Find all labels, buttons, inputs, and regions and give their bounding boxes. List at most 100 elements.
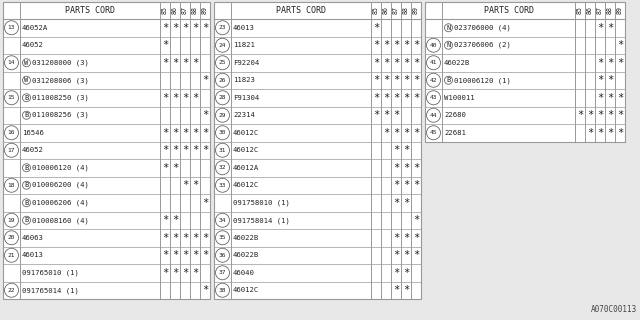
Text: 22681: 22681 xyxy=(444,130,466,136)
Text: B: B xyxy=(24,165,29,171)
Text: *: * xyxy=(192,93,198,103)
Text: *: * xyxy=(172,23,178,33)
Text: 19: 19 xyxy=(8,218,15,223)
Text: 091758010 (1): 091758010 (1) xyxy=(233,199,290,206)
Text: *: * xyxy=(403,233,409,243)
Text: *: * xyxy=(393,93,399,103)
Text: 30: 30 xyxy=(219,130,227,135)
Text: 46013: 46013 xyxy=(233,25,255,31)
Text: N: N xyxy=(446,25,451,31)
Text: 46022B: 46022B xyxy=(233,235,259,241)
Text: *: * xyxy=(192,180,198,190)
Text: *: * xyxy=(413,75,419,85)
Text: *: * xyxy=(413,180,419,190)
Text: *: * xyxy=(393,198,399,208)
Text: *: * xyxy=(597,58,603,68)
Text: 22680: 22680 xyxy=(444,112,466,118)
Text: 89: 89 xyxy=(202,6,208,14)
Text: N: N xyxy=(446,42,451,48)
Text: 88: 88 xyxy=(192,6,198,14)
Text: *: * xyxy=(413,58,419,68)
Text: *: * xyxy=(172,93,178,103)
Text: *: * xyxy=(162,215,168,225)
Text: *: * xyxy=(192,268,198,278)
Text: *: * xyxy=(393,40,399,50)
Text: *: * xyxy=(393,110,399,120)
Text: *: * xyxy=(182,58,188,68)
Text: 32: 32 xyxy=(219,165,227,170)
Text: *: * xyxy=(393,145,399,155)
Text: 16546: 16546 xyxy=(22,130,44,136)
Text: PARTS CORD: PARTS CORD xyxy=(276,6,326,15)
Text: *: * xyxy=(413,163,419,173)
Text: 23: 23 xyxy=(219,25,227,30)
Text: *: * xyxy=(202,233,208,243)
Text: 87: 87 xyxy=(597,6,603,14)
Text: 031208000 (3): 031208000 (3) xyxy=(31,60,88,66)
Text: *: * xyxy=(587,128,593,138)
Text: *: * xyxy=(607,75,613,85)
Text: *: * xyxy=(162,163,168,173)
Text: 46063: 46063 xyxy=(22,235,44,241)
Text: 023706006 (2): 023706006 (2) xyxy=(454,42,510,49)
Text: *: * xyxy=(587,110,593,120)
Text: 28: 28 xyxy=(219,95,227,100)
Text: 011008250 (3): 011008250 (3) xyxy=(31,94,88,101)
Text: 091758014 (1): 091758014 (1) xyxy=(233,217,290,223)
Text: *: * xyxy=(162,250,168,260)
Text: 22: 22 xyxy=(8,288,15,293)
Bar xyxy=(425,2,625,141)
Text: B: B xyxy=(24,95,29,101)
Text: *: * xyxy=(597,93,603,103)
Text: *: * xyxy=(403,198,409,208)
Text: *: * xyxy=(617,40,623,50)
Text: *: * xyxy=(192,58,198,68)
Text: A070C00113: A070C00113 xyxy=(591,305,637,314)
Text: *: * xyxy=(413,215,419,225)
Text: 87: 87 xyxy=(182,6,188,14)
Text: 88: 88 xyxy=(607,6,613,14)
Text: B: B xyxy=(24,200,29,206)
Text: *: * xyxy=(403,128,409,138)
Text: 26: 26 xyxy=(219,78,227,83)
Text: *: * xyxy=(162,145,168,155)
Text: B: B xyxy=(24,182,29,188)
Text: PARTS CORD: PARTS CORD xyxy=(483,6,534,15)
Text: *: * xyxy=(403,285,409,295)
Text: 010008160 (4): 010008160 (4) xyxy=(31,217,88,223)
Text: 85: 85 xyxy=(162,6,168,14)
Text: W100011: W100011 xyxy=(444,95,475,101)
Text: *: * xyxy=(373,110,379,120)
Text: *: * xyxy=(383,110,389,120)
Text: *: * xyxy=(172,128,178,138)
Text: *: * xyxy=(192,145,198,155)
Text: 29: 29 xyxy=(219,113,227,118)
Text: *: * xyxy=(192,128,198,138)
Text: *: * xyxy=(172,268,178,278)
Text: 46022B: 46022B xyxy=(233,252,259,258)
Text: 13: 13 xyxy=(8,25,15,30)
Text: *: * xyxy=(202,110,208,120)
Text: *: * xyxy=(393,268,399,278)
Text: *: * xyxy=(373,75,379,85)
Text: 18: 18 xyxy=(8,183,15,188)
Text: 43: 43 xyxy=(429,95,437,100)
Text: *: * xyxy=(413,250,419,260)
Text: *: * xyxy=(403,250,409,260)
Text: 89: 89 xyxy=(617,6,623,14)
Text: *: * xyxy=(192,250,198,260)
Text: 091765014 (1): 091765014 (1) xyxy=(22,287,79,293)
Text: 023706000 (4): 023706000 (4) xyxy=(454,25,510,31)
Text: *: * xyxy=(393,128,399,138)
Text: 46012C: 46012C xyxy=(233,182,259,188)
Text: 010006120 (1): 010006120 (1) xyxy=(454,77,510,84)
Text: *: * xyxy=(607,93,613,103)
Text: *: * xyxy=(383,75,389,85)
Text: 11823: 11823 xyxy=(233,77,255,83)
Text: *: * xyxy=(202,128,208,138)
Text: *: * xyxy=(373,23,379,33)
Text: *: * xyxy=(172,233,178,243)
Text: B: B xyxy=(24,217,29,223)
Text: 42: 42 xyxy=(429,78,437,83)
Text: W: W xyxy=(24,77,29,83)
